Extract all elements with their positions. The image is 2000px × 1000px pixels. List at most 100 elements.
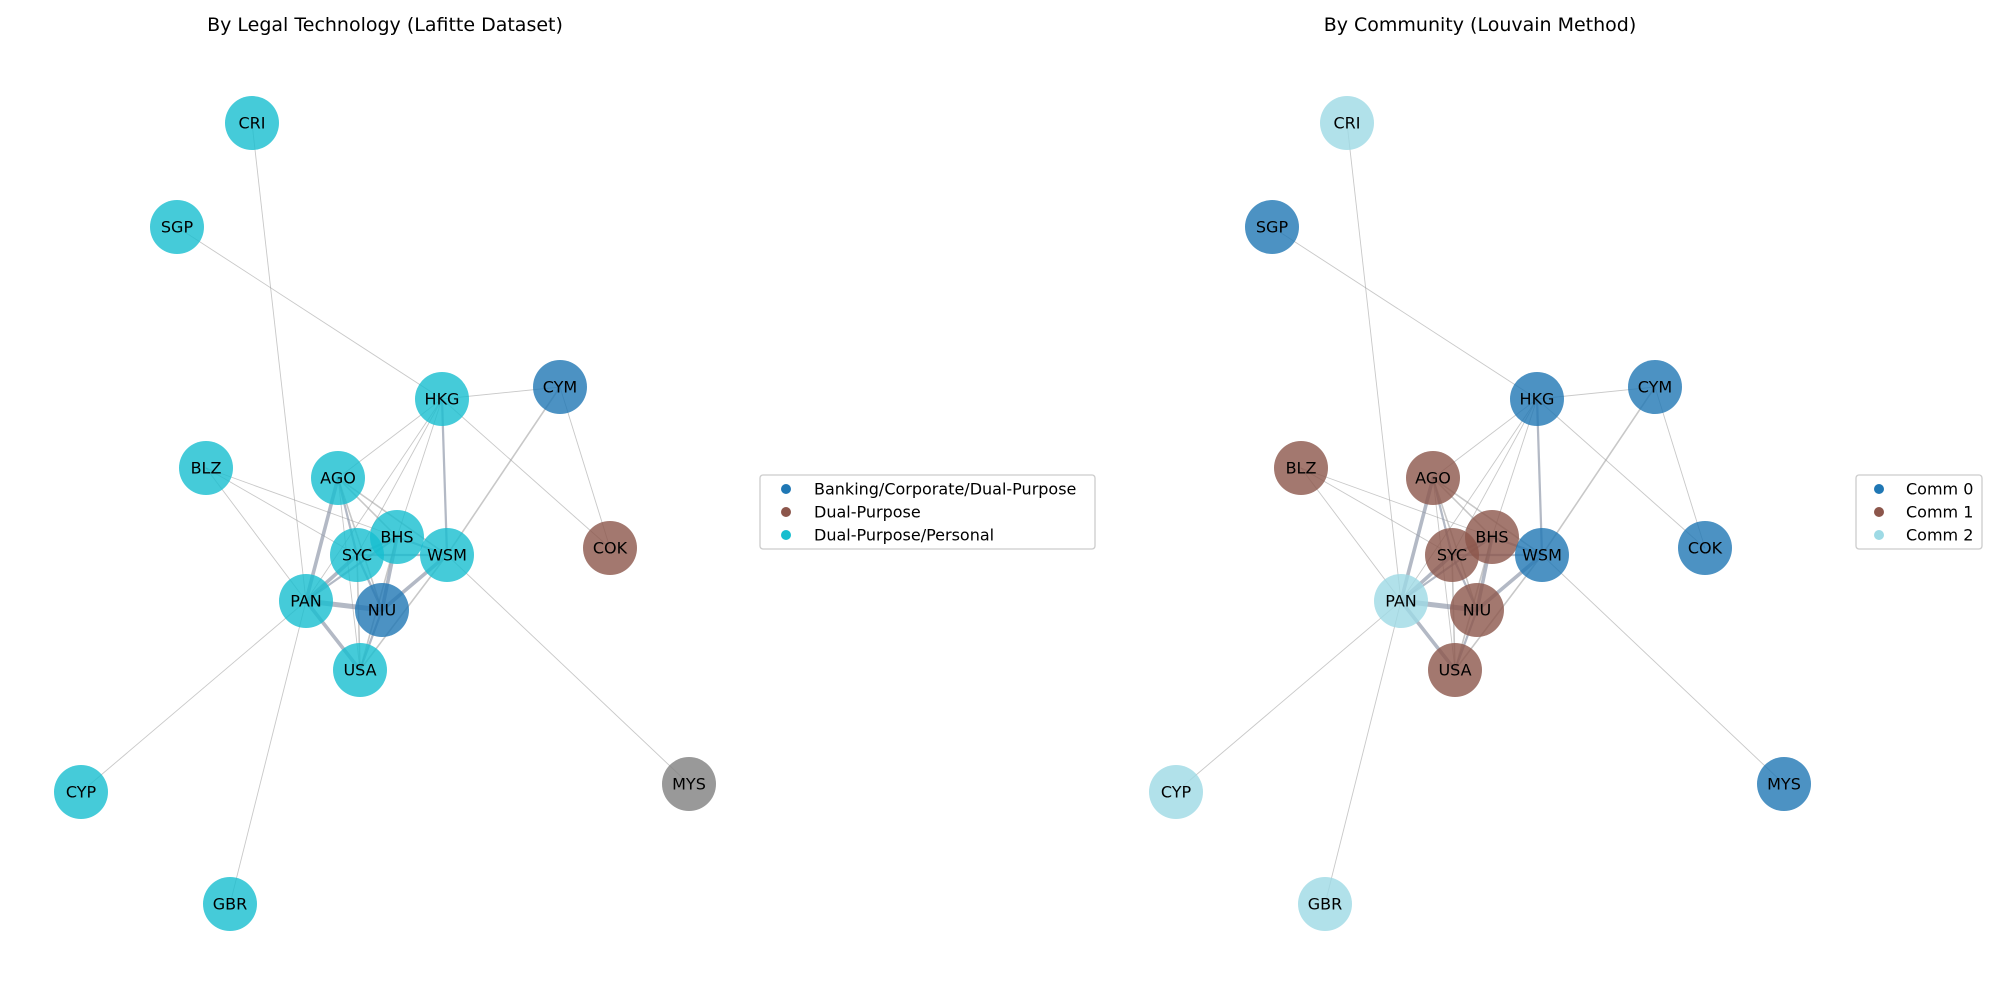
community-edge-pan-gbr — [1324, 600, 1402, 905]
community-node-label-mys: MYS — [1767, 775, 1801, 794]
community-node-mys: MYS — [1757, 757, 1811, 811]
community-edge-hkg-pan — [1400, 398, 1538, 602]
community-node-cyp: CYP — [1149, 765, 1203, 819]
technology-node-gbr: GBR — [203, 877, 257, 931]
technology-edge-sgp-hkg — [176, 226, 443, 400]
community-node-label-cyp: CYP — [1161, 783, 1192, 802]
community-legend-label-1: Comm 1 — [1906, 503, 1973, 522]
community-edge-hkg-cok — [1536, 398, 1706, 549]
community-node-label-syc: SYC — [1437, 546, 1467, 565]
technology-node-usa: USA — [333, 643, 387, 697]
technology-node-circle-cym — [533, 360, 587, 414]
community-node-circle-sgp — [1245, 200, 1299, 254]
community-node-wsm: WSM — [1515, 528, 1569, 582]
technology-legend-swatch-1 — [781, 507, 791, 517]
community-node-label-hkg: HKG — [1520, 390, 1555, 409]
community-node-usa: USA — [1428, 643, 1482, 697]
community-legend-swatch-1 — [1874, 507, 1884, 517]
technology-node-pan: PAN — [279, 574, 333, 628]
community-nodes: CRI SGP HKG CYM BLZ AGO BHS SYC WSM COK PAN NIU USA C… — [1149, 96, 1811, 931]
community-edge-sgp-hkg — [1271, 226, 1538, 400]
community-node-circle-gbr — [1298, 877, 1352, 931]
community-legend-frame — [1855, 474, 1983, 550]
technology-panel-title: By Legal Technology (Lafitte Dataset) — [207, 14, 563, 36]
community-node-ago: AGO — [1406, 451, 1460, 505]
technology-edge-blz-pan — [205, 467, 307, 602]
community-node-syc: SYC — [1425, 528, 1479, 582]
community-legend-label-2: Comm 2 — [1906, 526, 1973, 545]
technology-node-label-hkg: HKG — [425, 390, 460, 409]
technology-node-circle-wsm — [420, 528, 474, 582]
technology-node-label-niu: NIU — [368, 601, 396, 620]
technology-legend-swatch-2 — [781, 530, 791, 540]
technology-legend-swatch-0 — [781, 484, 791, 494]
community-panel-title: By Community (Louvain Method) — [1324, 14, 1637, 36]
technology-edge-hkg-pan — [305, 398, 443, 602]
technology-edge-blz-bhs — [205, 467, 398, 538]
technology-node-blz: BLZ — [179, 441, 233, 495]
community-node-pan: PAN — [1374, 574, 1428, 628]
community-node-circle-pan — [1374, 574, 1428, 628]
technology-node-label-bhs: BHS — [380, 528, 413, 547]
technology-node-mys: MYS — [662, 757, 716, 811]
community-edge-cri-pan — [1346, 122, 1402, 602]
technology-node-cok: COK — [583, 521, 637, 575]
community-node-circle-ago — [1406, 451, 1460, 505]
community-edge-blz-syc — [1300, 467, 1453, 556]
technology-edge-cym-cok — [559, 386, 611, 549]
technology-node-syc: SYC — [330, 528, 384, 582]
technology-node-label-cri: CRI — [238, 114, 265, 133]
community-edge-hkg-syc — [1451, 398, 1538, 556]
community-network-panel: By Community (Louvain Method) CRI SGP HKG C… — [1149, 14, 1983, 931]
technology-node-circle-cri — [225, 96, 279, 150]
technology-node-circle-sgp — [150, 200, 204, 254]
community-edge-cym-cok — [1654, 386, 1706, 549]
community-node-label-niu: NIU — [1463, 601, 1491, 620]
community-node-label-ago: AGO — [1415, 469, 1451, 488]
technology-edge-hkg-syc — [356, 398, 443, 556]
community-edge-blz-bhs — [1300, 467, 1493, 538]
technology-legend-label-2: Dual-Purpose/Personal — [814, 526, 994, 545]
technology-legend-label-1: Dual-Purpose — [814, 503, 921, 522]
technology-node-ago: AGO — [311, 451, 365, 505]
community-node-label-sgp: SGP — [1256, 218, 1289, 237]
technology-node-label-usa: USA — [343, 661, 376, 680]
technology-edge-hkg-cok — [441, 398, 611, 549]
technology-node-circle-syc — [330, 528, 384, 582]
community-node-circle-cym — [1628, 360, 1682, 414]
technology-node-label-ago: AGO — [320, 469, 356, 488]
community-node-circle-syc — [1425, 528, 1479, 582]
technology-edge-pan-cyp — [80, 600, 307, 793]
technology-node-circle-mys — [662, 757, 716, 811]
technology-node-label-pan: PAN — [290, 592, 322, 611]
community-edge-blz-pan — [1300, 467, 1402, 602]
technology-node-cri: CRI — [225, 96, 279, 150]
community-node-label-cym: CYM — [1638, 378, 1672, 397]
community-node-gbr: GBR — [1298, 877, 1352, 931]
technology-node-label-sgp: SGP — [161, 218, 194, 237]
community-node-label-pan: PAN — [1385, 592, 1417, 611]
community-node-circle-cyp — [1149, 765, 1203, 819]
technology-nodes: CRI SGP HKG CYM BLZ AGO BHS SYC WSM COK PAN NIU USA C… — [54, 96, 716, 931]
technology-node-circle-blz — [179, 441, 233, 495]
community-node-cri: CRI — [1320, 96, 1374, 150]
community-node-sgp: SGP — [1245, 200, 1299, 254]
community-node-label-cok: COK — [1688, 539, 1723, 558]
community-legend-label-0: Comm 0 — [1906, 480, 1973, 499]
community-edge-cym-wsm — [1541, 386, 1656, 556]
technology-node-label-cok: COK — [593, 539, 628, 558]
technology-node-label-wsm: WSM — [427, 546, 467, 565]
community-node-cym: CYM — [1628, 360, 1682, 414]
community-node-label-usa: USA — [1438, 661, 1471, 680]
technology-edge-cym-wsm — [446, 386, 561, 556]
community-edge-pan-cyp — [1175, 600, 1402, 793]
community-node-label-blz: BLZ — [1286, 459, 1317, 478]
community-legend-swatch-2 — [1874, 530, 1884, 540]
technology-node-label-gbr: GBR — [213, 895, 248, 914]
technology-node-niu: NIU — [355, 583, 409, 637]
technology-node-circle-cyp — [54, 765, 108, 819]
technology-node-label-blz: BLZ — [191, 459, 222, 478]
technology-node-label-syc: SYC — [342, 546, 372, 565]
community-node-circle-cri — [1320, 96, 1374, 150]
technology-node-circle-cok — [583, 521, 637, 575]
